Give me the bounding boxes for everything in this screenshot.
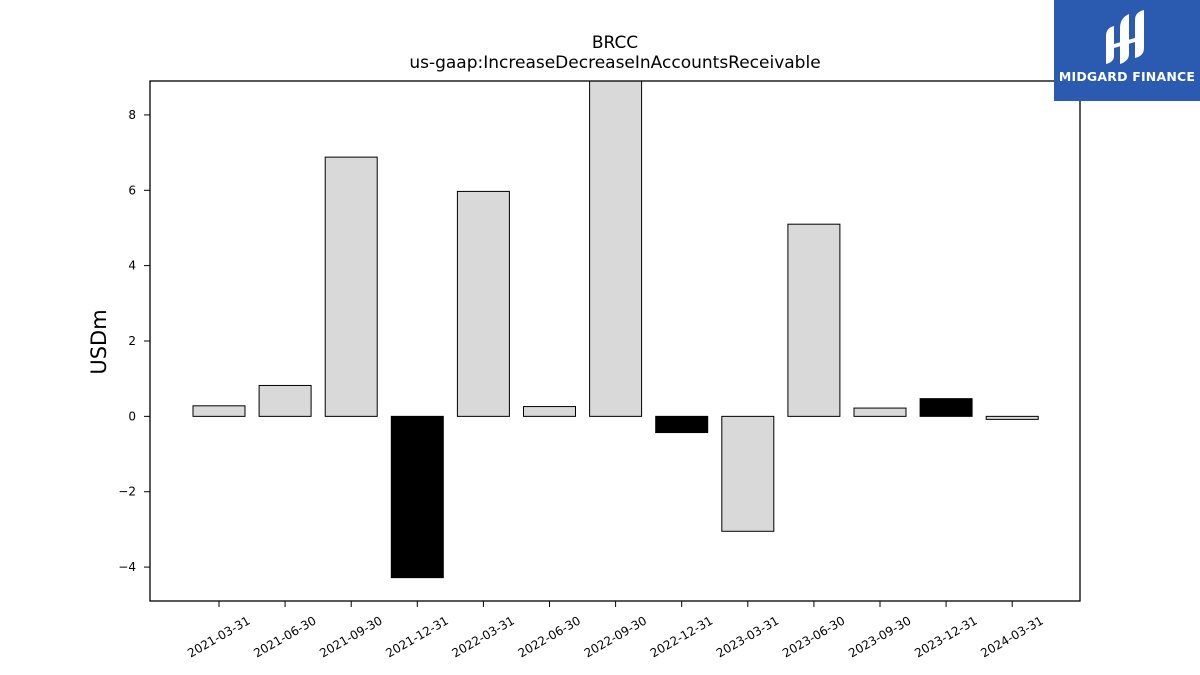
x-tick-label: 2022-09-30: [582, 613, 649, 660]
logo-text: MIDGARD FINANCE: [1054, 69, 1200, 84]
x-tick-label: 2021-03-31: [185, 613, 252, 660]
y-tick-label: 2: [128, 334, 136, 348]
bar-2023-03-31: [722, 416, 774, 531]
bar-2021-06-30: [259, 385, 311, 416]
y-axis: −4 −2 0 2 4 6 8: [118, 108, 150, 574]
x-tick-label: 2021-06-30: [251, 613, 318, 660]
y-tick-label: 4: [128, 259, 136, 273]
bar-2022-06-30: [524, 407, 576, 417]
bar-2022-12-31: [656, 416, 708, 432]
logo-mark-icon: [1102, 8, 1152, 68]
y-tick-label: 8: [128, 108, 136, 122]
bars-layer: [193, 81, 1038, 578]
chart-title: BRCC: [592, 33, 638, 53]
x-tick-label: 2022-06-30: [516, 613, 583, 660]
bar-2021-12-31: [391, 416, 443, 577]
x-axis: 2021-03-312021-06-302021-09-302021-12-31…: [185, 601, 1046, 660]
bar-2023-06-30: [788, 224, 840, 416]
x-tick-label: 2023-09-30: [846, 613, 913, 660]
bar-2021-03-31: [193, 406, 245, 417]
x-tick-label: 2023-12-31: [912, 613, 979, 660]
x-tick-label: 2023-03-31: [714, 613, 781, 660]
y-tick-label: 0: [128, 409, 136, 423]
brand-logo: MIDGARD FINANCE: [1054, 0, 1200, 101]
y-tick-label: −4: [118, 560, 136, 574]
y-tick-label: 6: [128, 183, 136, 197]
bar-2023-09-30: [854, 408, 906, 416]
x-tick-label: 2022-03-31: [449, 613, 516, 660]
bar-2022-09-30: [590, 81, 642, 416]
y-tick-label: −2: [118, 485, 136, 499]
bar-2022-03-31: [457, 191, 509, 416]
x-tick-label: 2022-12-31: [648, 613, 715, 660]
chart-subtitle: us-gaap:IncreaseDecreaseInAccountsReceiv…: [409, 53, 820, 73]
x-tick-label: 2023-06-30: [780, 613, 847, 660]
x-tick-label: 2024-03-31: [978, 613, 1045, 660]
x-tick-label: 2021-09-30: [317, 613, 384, 660]
bar-2024-03-31: [986, 416, 1038, 419]
bar-2021-09-30: [325, 157, 377, 416]
y-axis-label: USDm: [87, 309, 111, 374]
bar-2023-12-31: [920, 399, 972, 417]
x-tick-label: 2021-12-31: [383, 613, 450, 660]
